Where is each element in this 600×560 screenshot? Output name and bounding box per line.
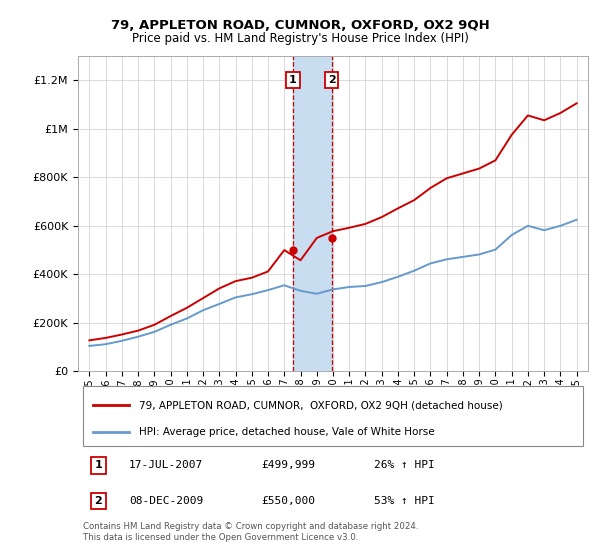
- Bar: [293, 56, 332, 371]
- Text: Contains HM Land Registry data © Crown copyright and database right 2024.
This d: Contains HM Land Registry data © Crown c…: [83, 522, 419, 542]
- Text: 79, APPLETON ROAD, CUMNOR, OXFORD, OX2 9QH: 79, APPLETON ROAD, CUMNOR, OXFORD, OX2 9…: [110, 18, 490, 32]
- Text: 17-JUL-2007: 17-JUL-2007: [129, 460, 203, 470]
- Text: 2: 2: [95, 496, 102, 506]
- Text: £550,000: £550,000: [262, 496, 316, 506]
- FancyBboxPatch shape: [83, 386, 583, 446]
- Text: 1: 1: [95, 460, 102, 470]
- Text: 26% ↑ HPI: 26% ↑ HPI: [374, 460, 434, 470]
- Text: 2: 2: [328, 75, 335, 85]
- Text: £499,999: £499,999: [262, 460, 316, 470]
- Text: 08-DEC-2009: 08-DEC-2009: [129, 496, 203, 506]
- Text: 79, APPLETON ROAD, CUMNOR,  OXFORD, OX2 9QH (detached house): 79, APPLETON ROAD, CUMNOR, OXFORD, OX2 9…: [139, 400, 503, 410]
- Text: 1: 1: [289, 75, 297, 85]
- Text: 53% ↑ HPI: 53% ↑ HPI: [374, 496, 434, 506]
- Text: Price paid vs. HM Land Registry's House Price Index (HPI): Price paid vs. HM Land Registry's House …: [131, 31, 469, 45]
- Text: HPI: Average price, detached house, Vale of White Horse: HPI: Average price, detached house, Vale…: [139, 427, 435, 437]
